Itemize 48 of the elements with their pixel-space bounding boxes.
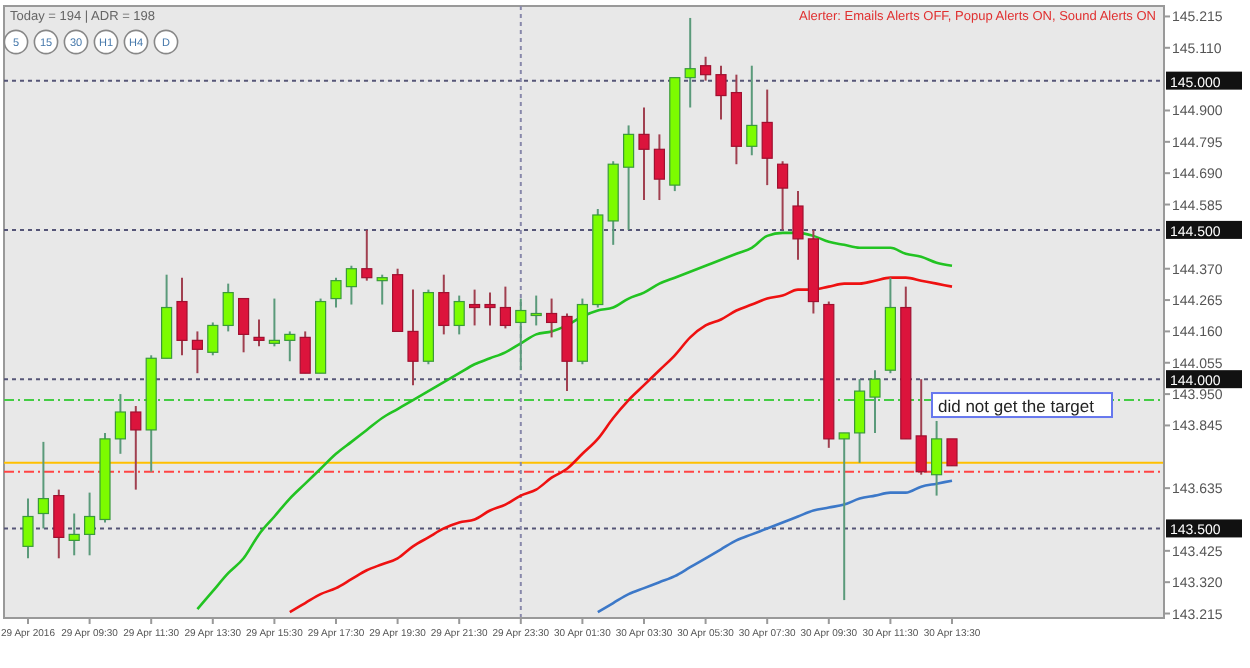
candlestick <box>37 440 49 530</box>
candlestick <box>869 369 881 434</box>
candlestick <box>407 288 419 387</box>
candlestick <box>330 276 342 309</box>
candlestick <box>530 294 542 327</box>
candlestick <box>238 297 250 354</box>
candlestick <box>207 321 219 357</box>
candlestick <box>176 276 188 357</box>
candlestick <box>191 330 203 375</box>
candlestick <box>253 318 265 348</box>
candlestick <box>838 431 850 602</box>
line-series <box>596 479 954 614</box>
candlestick <box>299 330 311 375</box>
candlestick <box>915 378 927 476</box>
candlestick <box>376 273 388 306</box>
candlestick <box>222 282 234 333</box>
candlestick <box>561 312 573 393</box>
candlestick <box>484 291 496 327</box>
candlestick <box>361 228 373 282</box>
candlestick <box>653 133 665 202</box>
candlestick <box>946 438 958 467</box>
candlestick <box>761 88 773 187</box>
candlestick <box>854 378 866 464</box>
candlestick <box>268 297 280 348</box>
candlestick <box>114 393 126 455</box>
candlestick <box>546 297 558 339</box>
candlestick <box>515 297 527 372</box>
candlestick <box>453 294 465 336</box>
candlestick <box>130 405 142 491</box>
candlestick <box>469 288 481 327</box>
candlestick <box>700 55 712 82</box>
candlestick <box>53 488 65 560</box>
candlestick <box>345 264 357 306</box>
candlestick <box>931 419 943 497</box>
candlestick <box>499 285 511 330</box>
candlestick <box>777 160 789 231</box>
candlestick <box>68 512 80 557</box>
candlestick <box>438 273 450 336</box>
candlestick <box>284 330 296 363</box>
candlestick <box>715 64 727 121</box>
candlestick <box>84 491 96 557</box>
candlestick <box>746 64 758 157</box>
candlestick <box>22 497 34 560</box>
candlestick <box>638 106 650 202</box>
candlestick <box>792 190 804 261</box>
candlestick <box>623 124 635 231</box>
candlestick <box>684 16 696 109</box>
annotation: did not get the target <box>938 396 1096 417</box>
